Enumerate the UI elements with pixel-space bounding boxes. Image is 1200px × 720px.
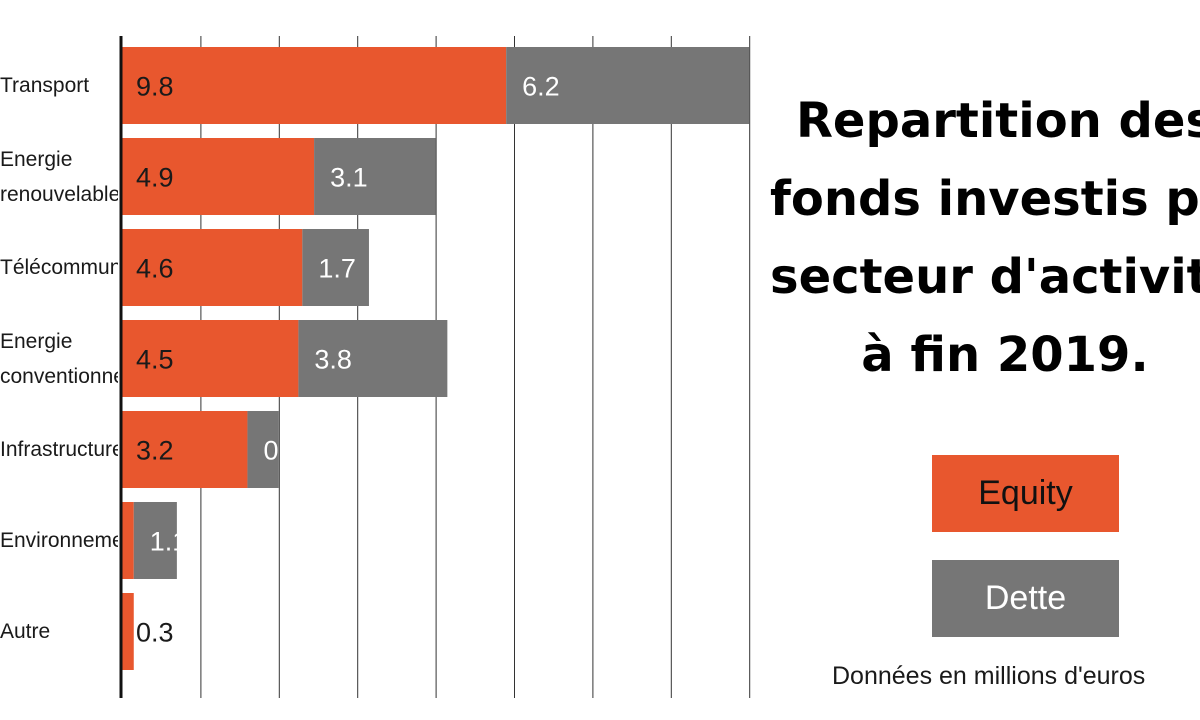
bar-value-label: 4.5 bbox=[136, 345, 174, 375]
category-label-line: Energie bbox=[0, 147, 73, 171]
bar-equity bbox=[122, 593, 134, 670]
category-label-line: renouvelable bbox=[0, 182, 118, 206]
bar-value-label: 6.2 bbox=[522, 72, 560, 102]
bar-dette bbox=[506, 47, 750, 124]
category-label-line: Energie bbox=[0, 329, 73, 353]
bar-value-label: 9.8 bbox=[136, 72, 174, 102]
category-label: Energie renouvelable bbox=[0, 142, 118, 212]
bar-value-label: 3.1 bbox=[330, 163, 368, 193]
category-label-line: conventionnelle bbox=[0, 364, 118, 388]
category-label: Télécommunication bbox=[0, 250, 118, 285]
category-label: Infrastructure bbox=[0, 432, 118, 467]
bar-equity bbox=[122, 138, 315, 215]
title-line-4: à fin 2019. bbox=[861, 327, 1149, 383]
title-line-1: Repartition des bbox=[795, 93, 1200, 149]
category-label-line: Infrastructure bbox=[0, 438, 118, 461]
chart-title: Repartition des fonds investis par secte… bbox=[770, 82, 1200, 394]
bar-dette bbox=[247, 411, 279, 488]
bar-dette bbox=[298, 320, 448, 397]
bar-equity bbox=[122, 411, 248, 488]
category-label: Autre bbox=[0, 614, 118, 649]
bar-value-label: 3.2 bbox=[136, 436, 174, 466]
bar-equity bbox=[122, 229, 303, 306]
bar-value-label: 1.7 bbox=[318, 254, 356, 284]
units-note: Données en millions d'euros bbox=[832, 662, 1146, 690]
bar-equity bbox=[122, 502, 134, 579]
title-line-2: fonds investis par bbox=[770, 171, 1200, 227]
bar-dette bbox=[302, 229, 369, 306]
legend-dette: Dette bbox=[932, 560, 1119, 637]
bar-value-label: 0.3 bbox=[136, 618, 174, 648]
category-label-line: Autre bbox=[0, 620, 51, 643]
bar-equity bbox=[122, 320, 299, 397]
bar-value-label: 3.8 bbox=[314, 345, 352, 375]
bar-equity bbox=[122, 47, 507, 124]
category-label-line: Télécommunication bbox=[0, 256, 118, 279]
category-label: Energie conventionnelle bbox=[0, 324, 118, 394]
bar-value-label: 1.1 bbox=[150, 527, 188, 557]
bar-dette bbox=[314, 138, 436, 215]
legend-equity: Equity bbox=[932, 455, 1119, 532]
category-label-line: Transport bbox=[0, 74, 90, 97]
bar-dette bbox=[133, 502, 177, 579]
bar-value-label: 4.6 bbox=[136, 254, 174, 284]
bar-value-label: 4.9 bbox=[136, 163, 174, 193]
bar-value-label: 0.8 bbox=[263, 436, 301, 466]
category-label: Transport bbox=[0, 68, 118, 103]
title-line-3: secteur d'activité bbox=[770, 249, 1200, 305]
category-label: Environnement bbox=[0, 523, 118, 558]
category-label-line: Environnement bbox=[0, 529, 118, 552]
